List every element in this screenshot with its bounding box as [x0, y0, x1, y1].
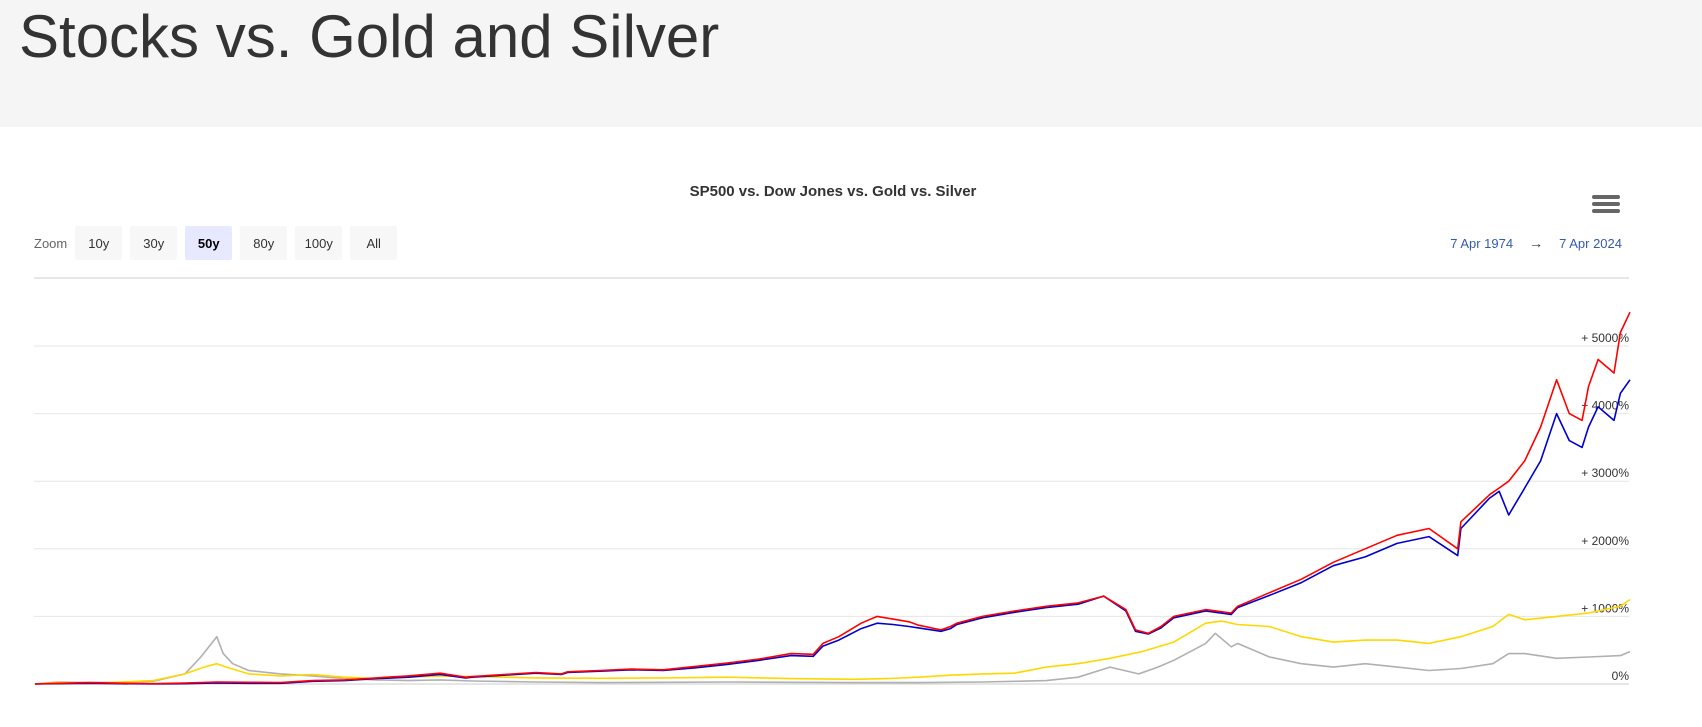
- line-chart-plot[interactable]: 0%+ 1000%+ 2000%+ 3000%+ 4000%+ 5000%: [0, 127, 1702, 727]
- chart-title: SP500 vs. Dow Jones vs. Gold vs. Silver: [689, 183, 977, 200]
- zoom-80y-button[interactable]: 80y: [240, 226, 288, 260]
- series-line-gray[interactable]: [34, 632, 1631, 685]
- hamburger-menu-icon[interactable]: [1592, 195, 1620, 219]
- series-line-gold[interactable]: [34, 598, 1631, 685]
- date-range: 7 Apr 1974 → 7 Apr 2024: [1450, 235, 1622, 251]
- y-tick-label: + 5000%: [1581, 331, 1629, 345]
- y-tick-label: + 2000%: [1581, 534, 1629, 548]
- y-tick-label: + 4000%: [1581, 399, 1629, 413]
- zoom-50y-button[interactable]: 50y: [185, 226, 233, 260]
- range-to-date[interactable]: 7 Apr 2024: [1559, 235, 1622, 251]
- series-line-red[interactable]: [34, 311, 1631, 685]
- range-selector: Zoom 10y 30y 50y 80y 100y All: [34, 226, 405, 260]
- range-from-date[interactable]: 7 Apr 1974: [1450, 235, 1514, 251]
- zoom-30y-button[interactable]: 30y: [130, 226, 178, 260]
- page-header: Stocks vs. Gold and Silver: [0, 0, 1702, 127]
- page-title: Stocks vs. Gold and Silver: [19, 3, 720, 70]
- series-line-blue[interactable]: [34, 379, 1631, 685]
- zoom-label: Zoom: [34, 235, 68, 251]
- chart-container: SP500 vs. Dow Jones vs. Gold vs. Silver …: [0, 127, 1702, 727]
- range-arrow: →: [1529, 235, 1544, 251]
- zoom-all-button[interactable]: All: [350, 226, 398, 260]
- zoom-100y-button[interactable]: 100y: [295, 226, 343, 260]
- y-tick-label: + 3000%: [1581, 466, 1629, 480]
- y-tick-label: 0%: [1612, 669, 1630, 683]
- zoom-10y-button[interactable]: 10y: [75, 226, 123, 260]
